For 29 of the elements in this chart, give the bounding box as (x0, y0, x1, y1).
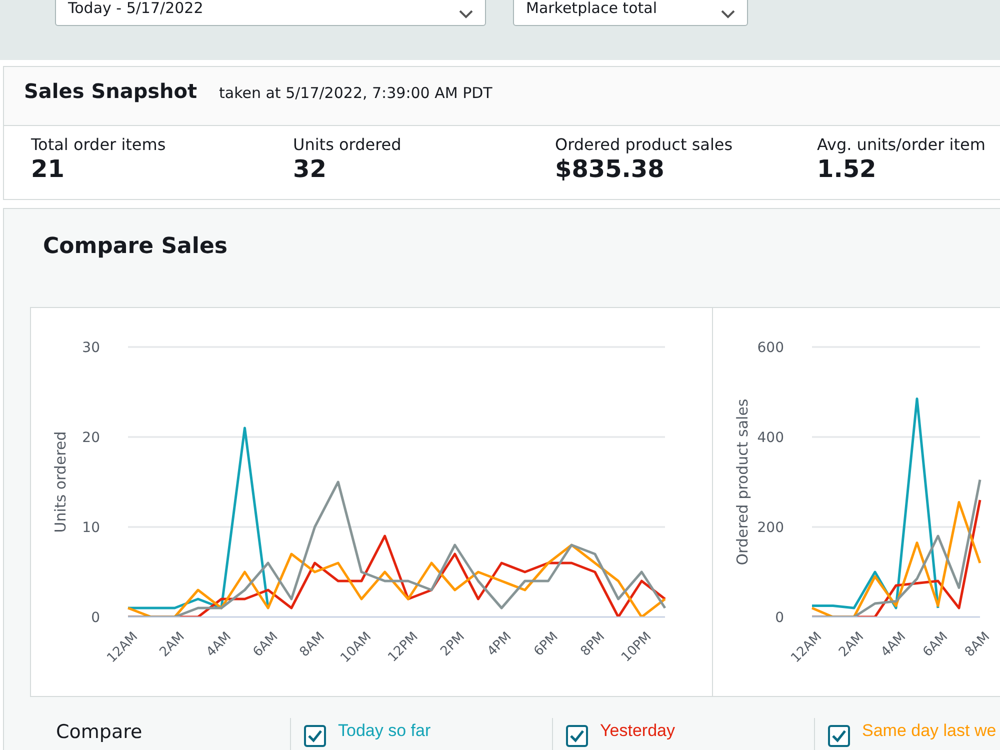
text: Yesterday (600, 721, 675, 741)
text: Units ordered (293, 135, 402, 154)
text: Today so far (338, 721, 431, 741)
y-tick-label: 30 (82, 340, 100, 356)
y-tick-label: 0 (775, 610, 784, 626)
y-tick-label: 200 (757, 520, 784, 536)
text: 32 (293, 155, 328, 183)
text: Total order items (31, 135, 166, 154)
line-series (810, 398, 940, 610)
text: $835.38 (555, 155, 666, 183)
y-tick-label: 600 (757, 340, 784, 356)
text: taken at 5/17/2022, 7:39:00 AM PDT (219, 84, 492, 102)
text: Sales Snapshot (24, 79, 198, 103)
y-tick-label: 20 (82, 430, 100, 446)
text: Today - 5/17/2022 (68, 0, 204, 17)
text: Avg. units/order item (817, 135, 986, 154)
legend-title: Compare (56, 721, 142, 743)
chart-title: Compare Sales (43, 234, 228, 259)
y-axis-title: Ordered product sales (733, 398, 752, 566)
y-axis-title: Units ordered (51, 431, 70, 533)
text: 1.52 (817, 155, 878, 183)
y-tick-label: 10 (82, 520, 100, 536)
line-series (126, 480, 666, 617)
text: 21 (31, 155, 66, 183)
y-tick-label: 400 (757, 430, 784, 446)
text: Same day last we (862, 721, 996, 741)
y-tick-label: 0 (91, 610, 100, 626)
text: Marketplace total (526, 0, 657, 17)
text: Ordered product sales (555, 135, 733, 154)
